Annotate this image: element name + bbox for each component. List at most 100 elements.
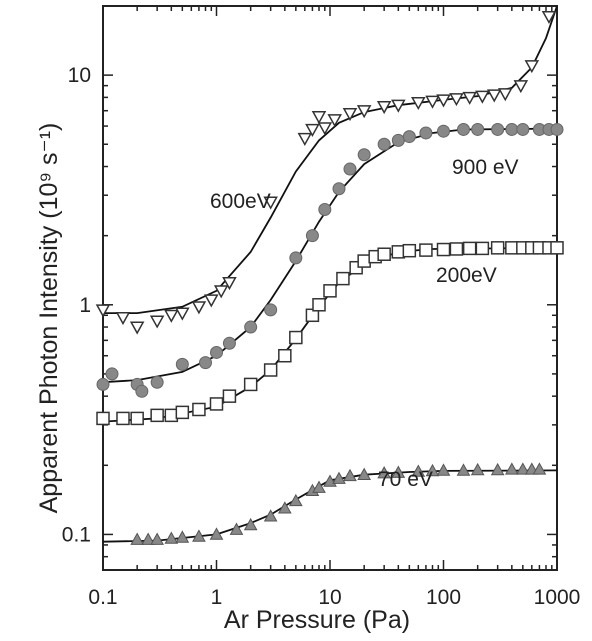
x-tick-label: 1000 [534, 586, 581, 609]
data-point [357, 148, 371, 162]
data-point [516, 122, 530, 136]
data-point [96, 377, 110, 391]
data-point [504, 462, 519, 475]
data-point [105, 367, 119, 381]
data-point [436, 94, 451, 108]
data-point [263, 196, 278, 210]
data-point [222, 276, 237, 291]
data-point [289, 330, 303, 345]
data-point [130, 411, 144, 426]
data-point [327, 114, 342, 128]
x-axis-label: Ar Pressure (Pa) [224, 606, 410, 634]
data-point [357, 467, 372, 481]
x-tick-label: 100 [426, 586, 461, 609]
data-point [222, 389, 237, 403]
data-point [342, 108, 358, 122]
data-point [550, 241, 564, 255]
data-point [456, 122, 470, 136]
data-point [116, 411, 130, 426]
x-tick-label: 10 [318, 586, 341, 609]
data-point [175, 357, 189, 371]
data-point [425, 463, 440, 477]
data-point [164, 309, 179, 323]
data-point [377, 247, 391, 261]
data-point [490, 462, 505, 476]
data-point [425, 95, 440, 109]
data-point [278, 348, 292, 363]
data-point [263, 509, 278, 522]
data-point [312, 480, 326, 493]
data-point [377, 137, 391, 151]
data-point [490, 241, 505, 255]
data-point [513, 80, 529, 94]
data-point [462, 241, 477, 256]
data-point [497, 88, 513, 102]
data-point [449, 242, 464, 256]
data-point [411, 96, 426, 111]
data-point [449, 93, 464, 107]
data-point [471, 122, 485, 136]
data-point [209, 397, 224, 411]
axes: 0.1 1 10 100 1000 0.1 1 10 [62, 5, 581, 609]
data-point [311, 111, 327, 125]
data-point [343, 162, 357, 176]
data-points [95, 10, 564, 545]
data-point [244, 320, 258, 334]
data-point [297, 132, 313, 146]
data-point [150, 375, 164, 389]
data-point [486, 89, 502, 103]
data-point [475, 90, 490, 104]
data-point [436, 463, 451, 476]
data-point [462, 91, 477, 105]
data-point [436, 242, 451, 257]
data-point [357, 254, 371, 268]
series-label-200ev: 200eV [436, 264, 497, 287]
data-point [96, 411, 110, 426]
data-point [305, 123, 320, 138]
data-point [505, 122, 519, 136]
data-point [95, 304, 111, 318]
data-point [288, 493, 303, 507]
data-point [213, 285, 229, 299]
data-point [115, 311, 131, 326]
data-point [402, 130, 416, 144]
data-point [515, 462, 530, 475]
data-point [229, 522, 244, 535]
data-point [377, 466, 392, 479]
data-point [376, 100, 392, 115]
data-point [343, 468, 357, 482]
data-point [175, 307, 190, 321]
data-point [150, 532, 165, 545]
data-point [323, 284, 337, 298]
data-point [391, 99, 406, 113]
y-tick-label: 10 [68, 64, 91, 87]
data-point [164, 531, 179, 544]
data-point [524, 60, 540, 74]
data-point [336, 271, 350, 286]
series-label-900ev: 900 eV [452, 156, 519, 179]
data-point [130, 532, 145, 545]
data-point [164, 408, 179, 423]
y-axis-label: Apparent Photon Intensity (10⁹ s⁻¹) [35, 123, 63, 514]
data-point [419, 243, 433, 257]
data-point [332, 471, 346, 484]
data-point [437, 124, 450, 138]
data-point [175, 530, 190, 543]
data-point [391, 465, 406, 478]
data-point [243, 377, 258, 392]
y-tick-label: 0.1 [62, 523, 91, 546]
data-point [532, 462, 547, 475]
data-point [209, 527, 224, 540]
data-point [391, 245, 406, 259]
data-point [317, 122, 333, 136]
data-point [129, 321, 145, 335]
data-point [175, 405, 190, 420]
data-point [243, 517, 258, 531]
data-point [191, 301, 207, 315]
data-point [305, 229, 319, 243]
data-point [149, 315, 165, 329]
data-point [222, 336, 236, 350]
data-point [277, 501, 292, 514]
data-point [491, 122, 505, 136]
